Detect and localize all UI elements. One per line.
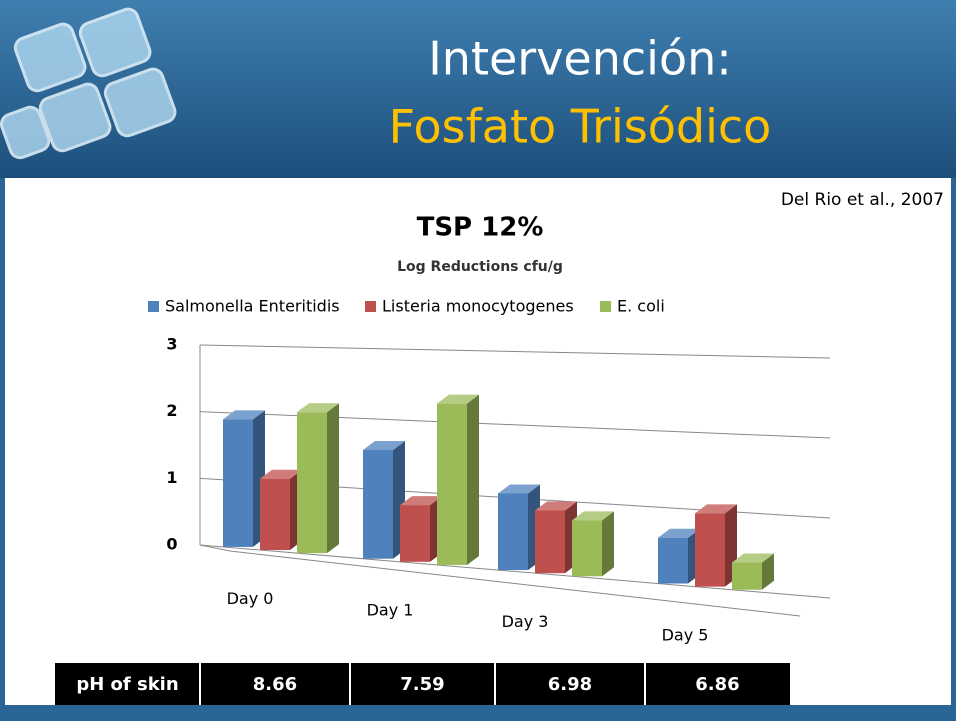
ph-table: pH of skin 8.66 7.59 6.98 6.86 — [55, 663, 790, 705]
table-cell: pH of skin — [76, 674, 178, 695]
bar — [498, 493, 528, 570]
bar — [223, 419, 253, 547]
title-line1: Intervención: — [428, 32, 732, 86]
x-tick-label: Day 5 — [662, 625, 709, 644]
x-tick-label: Day 3 — [502, 612, 549, 631]
bar — [572, 520, 602, 576]
y-tick-label: 1 — [166, 468, 177, 487]
bar — [363, 450, 393, 559]
y-tick-label: 3 — [166, 335, 177, 354]
legend-swatch — [148, 301, 159, 312]
x-tick-label: Day 1 — [367, 601, 414, 620]
citation: Del Rio et al., 2007 — [781, 190, 944, 210]
title-line2: Fosfato Trisódico — [389, 100, 772, 154]
chart-title: TSP 12% — [417, 213, 544, 243]
bar — [732, 562, 762, 589]
chart-subtitle: Log Reductions cfu/g — [397, 259, 563, 275]
bar-side — [467, 395, 479, 565]
x-tick-label: Day 0 — [227, 589, 274, 608]
bar — [695, 513, 725, 586]
bar — [437, 404, 467, 565]
table-cell: 8.66 — [253, 674, 297, 695]
bar — [260, 479, 290, 550]
table-cell: 6.98 — [548, 674, 592, 695]
legend-label: E. coli — [617, 297, 665, 316]
legend-label: Listeria monocytogenes — [382, 297, 574, 316]
legend-swatch — [600, 301, 611, 312]
bar-side — [602, 511, 614, 576]
bar — [535, 510, 565, 573]
legend-swatch — [365, 301, 376, 312]
bar — [400, 505, 430, 562]
legend-label: Salmonella Enteritidis — [165, 297, 340, 316]
bar — [658, 538, 688, 584]
bar-side — [327, 403, 339, 553]
slide: Intervención: Fosfato Trisódico Del Rio … — [0, 0, 956, 721]
y-tick-label: 2 — [166, 401, 177, 420]
bar — [297, 412, 327, 553]
y-tick-label: 0 — [166, 535, 177, 554]
table-cell: 7.59 — [400, 674, 444, 695]
table-cell: 6.86 — [695, 674, 739, 695]
